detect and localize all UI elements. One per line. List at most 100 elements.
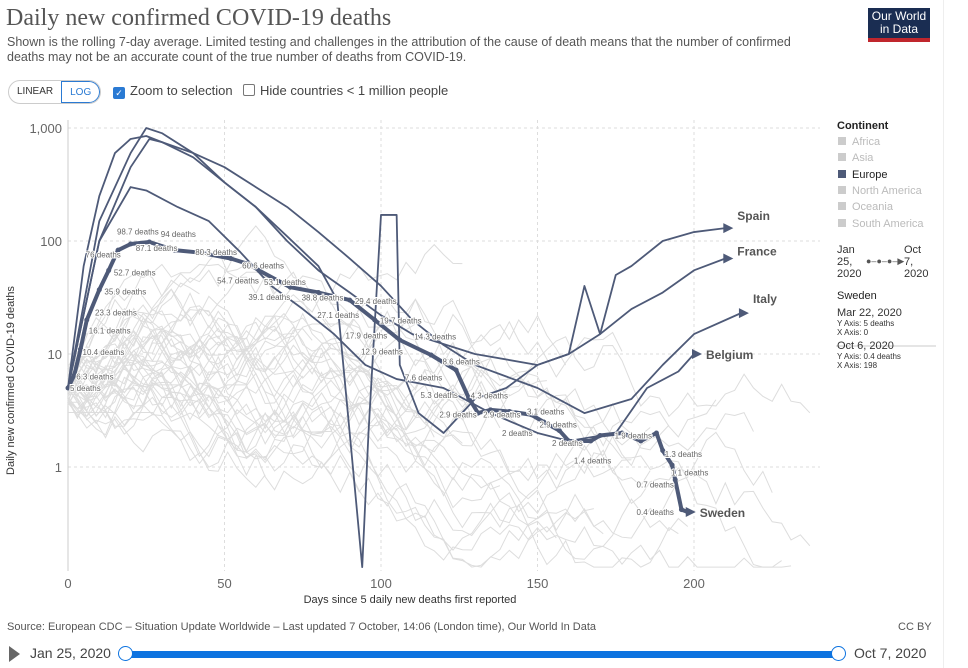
sweden-point[interactable] <box>672 477 678 483</box>
series-line-italy[interactable] <box>67 138 742 414</box>
sweden-data-label: 1.4 deaths <box>574 456 611 465</box>
legend-label: Africa <box>852 136 881 148</box>
sweden-point[interactable] <box>528 412 534 418</box>
sweden-data-label: 19.7 deaths <box>380 317 422 326</box>
sweden-point[interactable] <box>146 239 152 245</box>
sweden-point[interactable] <box>196 250 202 256</box>
sweden-point[interactable] <box>669 462 675 468</box>
hide-small-countries-checkbox[interactable]: Hide countries < 1 million people <box>243 83 448 98</box>
legend-item-africa[interactable]: Africa <box>838 136 880 148</box>
sweden-point[interactable] <box>256 267 262 273</box>
background-country-line <box>67 307 792 568</box>
legend-label: South America <box>852 217 924 230</box>
x-tick-label: 100 <box>370 576 392 591</box>
sweden-point[interactable] <box>71 372 77 378</box>
sweden-point[interactable] <box>453 367 459 373</box>
series-label-spain[interactable]: Spain <box>737 209 770 223</box>
x-tick-label: 50 <box>217 576 231 591</box>
end-arrow-icon <box>738 308 749 319</box>
timeline-range[interactable] <box>125 651 839 658</box>
sweden-point[interactable] <box>65 385 71 391</box>
sweden-data-label: 60.6 deaths <box>242 262 284 271</box>
series-line-france[interactable] <box>67 127 726 389</box>
comparison-point-end: Oct 6, 2020 Y Axis: 0.4 deaths X Axis: 198 <box>837 340 901 371</box>
background-country-line <box>67 308 651 529</box>
background-country-line <box>67 368 492 461</box>
play-icon[interactable] <box>9 646 20 662</box>
sweden-point[interactable] <box>287 284 293 290</box>
sweden-point[interactable] <box>466 395 472 401</box>
license-link[interactable]: CC BY <box>898 621 932 633</box>
legend-item-north-america[interactable]: North America <box>838 185 922 197</box>
checkbox-unchecked-icon <box>243 84 255 96</box>
sweden-point[interactable] <box>541 419 547 425</box>
background-country-line <box>67 342 210 403</box>
legend-label: Oceania <box>852 201 893 214</box>
sweden-point[interactable] <box>556 428 562 434</box>
legend-item-oceania[interactable]: Oceania <box>838 201 893 213</box>
sweden-data-label: 2 deaths <box>502 429 533 438</box>
legend-item-south-america[interactable]: South America <box>838 218 924 230</box>
sweden-point[interactable] <box>566 438 572 444</box>
background-country-line <box>67 323 416 430</box>
series-label-italy[interactable]: Italy <box>753 292 777 306</box>
sweden-point[interactable] <box>597 433 603 439</box>
sweden-data-label: 3.1 deaths <box>527 407 564 416</box>
background-country-line <box>67 263 275 376</box>
sweden-data-label: 1.1 deaths <box>671 468 708 477</box>
sweden-point[interactable] <box>638 438 644 444</box>
sweden-point[interactable] <box>228 256 234 262</box>
background-country-line <box>67 348 689 568</box>
series-label-france[interactable]: France <box>737 245 777 259</box>
owid-logo[interactable]: Our World in Data <box>868 8 930 42</box>
sweden-point[interactable] <box>84 317 90 323</box>
sweden-point[interactable] <box>660 447 666 453</box>
x-tick-label: 0 <box>64 576 71 591</box>
source-note[interactable]: Source: European CDC – Situation Update … <box>7 621 597 633</box>
sweden-point[interactable] <box>247 261 253 267</box>
timeline-start-handle[interactable] <box>118 646 133 661</box>
chart-subtitle: Shown is the rolling 7-day average. Limi… <box>7 35 791 64</box>
scale-toggle[interactable]: LINEAR LOG <box>8 80 102 104</box>
zoom-to-selection-checkbox[interactable]: ✓ Zoom to selection <box>113 83 233 99</box>
sweden-data-label: 8.6 deaths <box>442 357 479 366</box>
timeline-start-label: Jan 25, 2020 <box>30 645 111 661</box>
legend-item-asia[interactable]: Asia <box>838 152 873 164</box>
sweden-data-label: 0.4 deaths <box>637 508 674 517</box>
sweden-point[interactable] <box>653 430 659 436</box>
sweden-point[interactable] <box>347 297 353 303</box>
sweden-point[interactable] <box>96 287 102 293</box>
legend-item-europe[interactable]: Europe <box>838 169 887 181</box>
sweden-point[interactable] <box>372 317 378 323</box>
sweden-point[interactable] <box>397 337 403 343</box>
sweden-point[interactable] <box>506 408 512 414</box>
series-label-sweden[interactable]: Sweden <box>700 506 745 520</box>
scrollbar[interactable] <box>943 0 968 668</box>
sweden-data-label: 1.9 deaths <box>615 432 652 441</box>
sweden-point[interactable] <box>428 352 434 358</box>
linear-button[interactable]: LINEAR <box>17 86 54 97</box>
sweden-point[interactable] <box>475 410 481 416</box>
sweden-point[interactable] <box>106 267 112 273</box>
sweden-point[interactable] <box>678 507 684 513</box>
hide-label: Hide countries < 1 million people <box>260 83 449 98</box>
series-label-belgium[interactable]: Belgium <box>706 348 753 362</box>
sweden-data-label: 1.3 deaths <box>665 450 702 459</box>
sweden-point[interactable] <box>619 430 625 436</box>
legend-divider <box>836 345 936 347</box>
sweden-point[interactable] <box>128 241 134 247</box>
timeline: Jan 25, 2020 Oct 7, 2020 <box>0 640 943 668</box>
sweden-point[interactable] <box>588 438 594 444</box>
log-button[interactable]: LOG <box>61 81 101 103</box>
sweden-point[interactable] <box>78 346 84 352</box>
sweden-data-label: 5.3 deaths <box>421 391 458 400</box>
sweden-point[interactable] <box>115 247 121 253</box>
sweden-data-label: 87.1 deaths <box>136 244 178 253</box>
sweden-data-label: 17.9 deaths <box>345 331 387 340</box>
end-arrow-icon <box>723 253 734 264</box>
series-line-spain[interactable] <box>67 135 726 569</box>
sweden-point[interactable] <box>315 290 321 296</box>
sweden-point[interactable] <box>488 407 494 413</box>
timeline-end-handle[interactable] <box>831 646 846 661</box>
sweden-point[interactable] <box>171 247 177 253</box>
